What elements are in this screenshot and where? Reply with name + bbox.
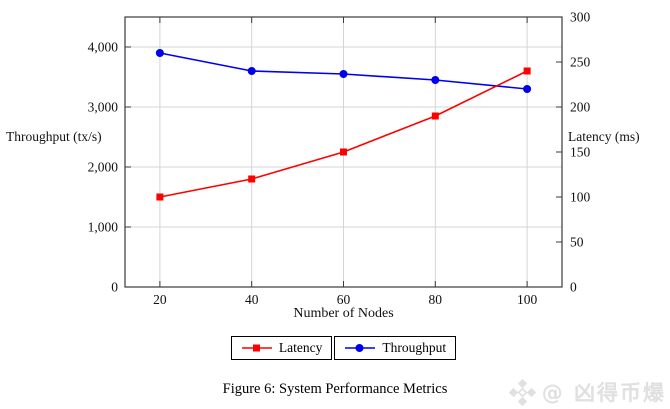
- svg-text:2,000: 2,000: [88, 160, 119, 175]
- legend-label-latency: Latency: [278, 340, 323, 355]
- legend-label-throughput: Throughput: [382, 340, 447, 355]
- svg-text:100: 100: [517, 292, 538, 307]
- svg-text:300: 300: [570, 10, 591, 25]
- svg-text:200: 200: [570, 100, 591, 115]
- svg-text:150: 150: [570, 145, 591, 160]
- svg-text:4,000: 4,000: [88, 40, 119, 55]
- performance-line-chart: 0 1,000 2,000 3,000 4,000 0 50 100 150 200 250 300 2…: [88, 10, 591, 308]
- x-axis-title: Number of Nodes: [293, 306, 394, 321]
- diamond-logo-icon: [508, 378, 536, 406]
- right-axis-title: Latency (ms): [568, 129, 640, 144]
- svg-text:20: 20: [153, 292, 167, 307]
- svg-text:50: 50: [570, 235, 584, 250]
- throughput-marker-icon: [345, 343, 376, 352]
- svg-text:0: 0: [570, 280, 577, 295]
- latency-marker-icon: [241, 344, 272, 352]
- svg-text:1,000: 1,000: [88, 220, 119, 235]
- legend-item-throughput: Throughput: [334, 336, 457, 360]
- watermark: @ 凶得币爆: [508, 377, 666, 407]
- legend-item-latency: Latency: [230, 336, 333, 360]
- left-axis-title: Throughput (tx/s): [6, 129, 102, 144]
- svg-text:100: 100: [570, 190, 591, 205]
- svg-text:60: 60: [337, 292, 351, 307]
- watermark-handle: @ 凶得币爆: [541, 381, 666, 405]
- chart-legend: Latency Throughput: [125, 336, 562, 360]
- figure-caption: Figure 6: System Performance Metrics: [222, 381, 448, 397]
- svg-text:250: 250: [570, 55, 591, 70]
- svg-text:80: 80: [429, 292, 443, 307]
- svg-text:3,000: 3,000: [88, 100, 119, 115]
- svg-text:0: 0: [111, 280, 118, 295]
- svg-text:40: 40: [245, 292, 259, 307]
